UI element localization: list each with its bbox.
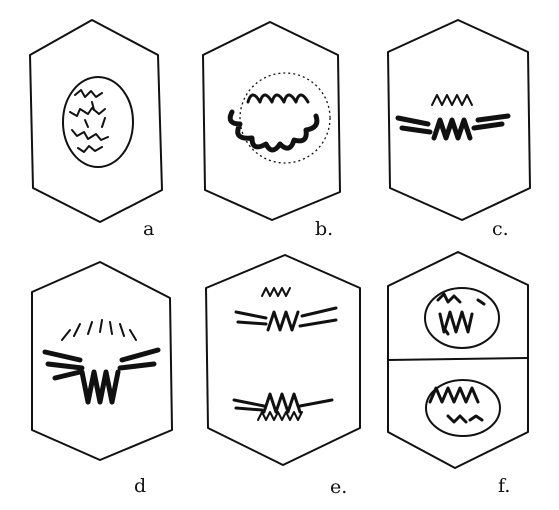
chromosome-loops-top <box>246 93 310 104</box>
cell-division-line <box>387 357 529 361</box>
cell-outline <box>387 19 531 221</box>
panel-label-b: b. <box>315 218 333 240</box>
cell-outline <box>29 19 163 223</box>
cell-outline <box>202 21 341 221</box>
spindle-fibers <box>61 319 137 341</box>
cell-outline <box>205 254 361 466</box>
panel-label-a: a <box>143 218 154 240</box>
nuclear-membrane-dashed <box>239 72 331 164</box>
panel-d: d <box>31 261 173 497</box>
metaphase-chromosomes-upper <box>431 94 473 106</box>
daughter-nucleus-bottom <box>425 379 501 437</box>
panel-label-d: d <box>134 475 146 497</box>
nucleus <box>62 76 134 168</box>
panel-label-e: e. <box>330 476 347 498</box>
daughter-chromatin-top <box>436 292 486 336</box>
chromosome-loops-bottom <box>227 109 320 153</box>
lower-daughter-fibers <box>257 411 303 421</box>
panel-label-c: c. <box>492 218 509 240</box>
daughter-nucleus-top <box>424 287 500 349</box>
cell-outline <box>387 251 529 469</box>
equatorial-chromosomes <box>42 347 161 405</box>
daughter-chromatin-bottom <box>428 386 484 424</box>
panel-e: e. <box>205 254 361 498</box>
panel-f: f. <box>387 251 529 497</box>
upper-daughter-chromosomes <box>261 287 291 297</box>
upper-daughter-bars <box>234 306 338 332</box>
panel-label-f: f. <box>498 475 510 497</box>
lower-daughter-chromosomes <box>232 392 334 414</box>
panel-a: a <box>29 19 163 240</box>
chromatin-network <box>69 89 109 153</box>
panel-b: b. <box>202 21 341 240</box>
panel-c: c. <box>387 19 531 240</box>
cell-outline <box>31 261 173 461</box>
metaphase-chromosomes-lower <box>395 113 511 141</box>
